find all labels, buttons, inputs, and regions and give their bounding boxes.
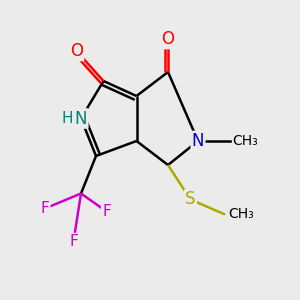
Text: O: O <box>70 42 83 60</box>
Text: S: S <box>185 190 196 208</box>
Text: N: N <box>75 110 87 128</box>
Text: N: N <box>192 132 204 150</box>
Text: F: F <box>40 201 50 216</box>
Text: CH₃: CH₃ <box>232 134 258 148</box>
Text: O: O <box>161 30 175 48</box>
Text: CH₃: CH₃ <box>228 208 254 221</box>
Text: F: F <box>69 234 78 249</box>
Text: H: H <box>62 111 73 126</box>
Text: F: F <box>102 204 111 219</box>
